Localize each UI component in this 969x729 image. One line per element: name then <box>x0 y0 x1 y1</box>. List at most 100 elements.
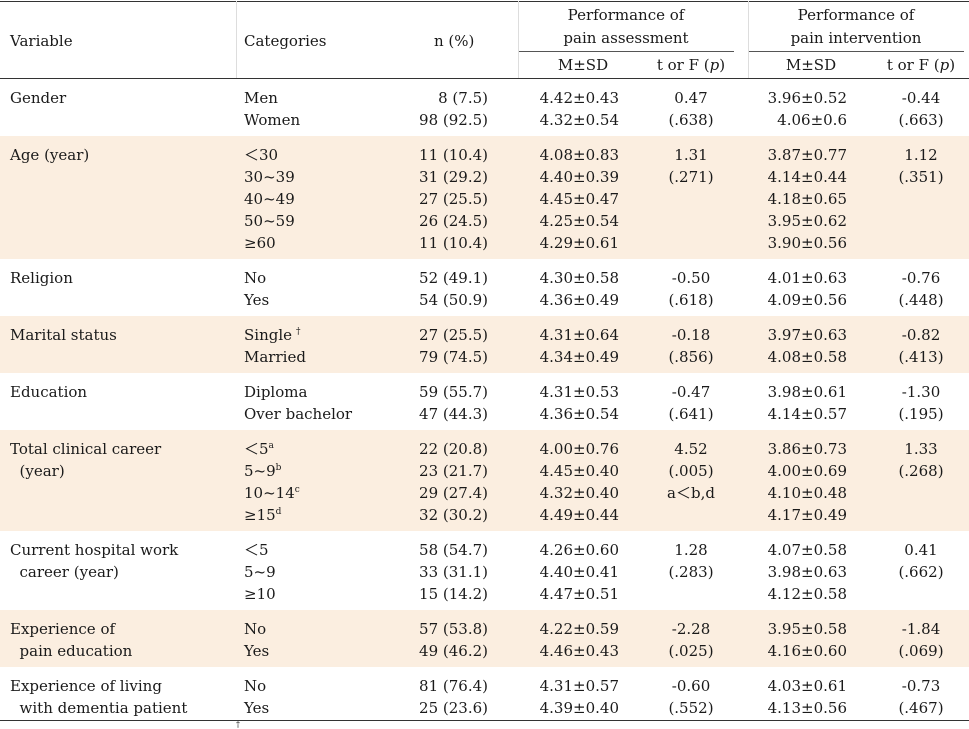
cell-assessment-msd-column: 4.31±0.53 4.36±0.54 <box>520 381 648 425</box>
cell-intervention-tf-column: 1.33 (.268) <box>874 438 968 482</box>
cell-n-percent: 81 (76.4) <box>400 675 488 697</box>
cell-assessment-msd: 4.00±0.76 <box>520 438 619 460</box>
cell-category-text: ＜30 <box>244 146 279 164</box>
cell-category-column: No Yes <box>244 675 414 719</box>
cell-category-text: No <box>244 620 267 638</box>
cell-assessment-tf: -0.47 <box>648 381 734 403</box>
cell-intervention-msd: 4.09±0.56 <box>748 289 847 311</box>
cell-category: Women <box>244 109 414 131</box>
cell-category: Single † <box>244 324 414 346</box>
cell-variable-text: career (year) <box>10 563 119 581</box>
cell-intervention-msd-text: 4.07±0.58 <box>767 541 847 559</box>
table-group: Experience of pain education No Yes 57 (53.… <box>0 610 969 667</box>
cell-intervention-tf-text: (.663) <box>898 111 944 129</box>
cell-assessment-msd: 4.42±0.43 <box>520 87 619 109</box>
cell-n-percent: 25 (23.6) <box>400 697 488 719</box>
cell-assessment-msd: 4.36±0.49 <box>520 289 619 311</box>
cell-variable-text: Experience of <box>10 620 116 638</box>
cell-category: Yes <box>244 289 414 311</box>
cell-assessment-tf: (.856) <box>648 346 734 368</box>
cell-category-text: No <box>244 269 267 287</box>
cell-n-percent-text: 49 (46.2) <box>419 642 488 660</box>
cell-variable-column: Current hospital work career (year) <box>10 539 230 583</box>
cell-assessment-tf-text: (.552) <box>668 699 714 717</box>
cell-assessment-tf-text: a＜b,d <box>667 484 715 502</box>
header-n-percent: n (%) <box>434 32 475 50</box>
cell-variable-text: (year) <box>10 462 65 480</box>
cell-assessment-msd: 4.49±0.44 <box>520 504 619 526</box>
table-top-rule <box>0 1 969 2</box>
cell-assessment-tf: (.005) <box>648 460 734 482</box>
cell-n-percent: 8 (7.5) <box>400 87 488 109</box>
cell-intervention-tf: (.448) <box>874 289 968 311</box>
cell-n-percent: 27 (25.5) <box>400 324 488 346</box>
cell-category: Over bachelor <box>244 403 414 425</box>
cell-intervention-msd-column: 3.98±0.61 4.14±0.57 <box>748 381 874 425</box>
cell-n-percent-text: 8 (7.5) <box>438 89 488 107</box>
cell-n-percent-text: 29 (27.4) <box>419 484 488 502</box>
cell-n-percent: 27 (25.5) <box>400 188 488 210</box>
cell-assessment-msd-column: 4.26±0.60 4.40±0.41 4.47±0.51 <box>520 539 648 605</box>
cell-assessment-msd-column: 4.00±0.76 4.45±0.40 4.32±0.40 4.49±0.44 <box>520 438 648 526</box>
cell-intervention-msd: 3.87±0.77 <box>748 144 847 166</box>
cell-category-text: Yes <box>244 291 270 309</box>
cell-n-percent-text: 27 (25.5) <box>419 190 488 208</box>
cell-intervention-msd: 4.10±0.48 <box>748 482 847 504</box>
cell-intervention-msd-column: 3.86±0.73 4.00±0.69 4.10±0.48 4.17±0.49 <box>748 438 874 526</box>
cell-intervention-msd: 3.98±0.63 <box>748 561 847 583</box>
cell-n-percent-text: 54 (50.9) <box>419 291 488 309</box>
cell-variable: (year) <box>10 460 230 482</box>
footnote-mark: † <box>236 720 240 729</box>
cell-variable: Religion <box>10 267 230 289</box>
cell-intervention-msd: 3.96±0.52 <box>748 87 847 109</box>
cell-assessment-tf-column: 1.31 (.271) <box>648 144 734 188</box>
table-group: Age (year) ＜30 30~39 40~49 50~59 ≥60 11 (10.4)… <box>0 136 969 259</box>
cell-variable-column: Experience of living with dementia patie… <box>10 675 230 719</box>
cell-n-percent-column: 58 (54.7) 33 (31.1) 15 (14.2) <box>400 539 488 605</box>
cell-assessment-tf-text: -0.60 <box>671 677 711 695</box>
cell-category-text: Over bachelor <box>244 405 353 423</box>
cell-intervention-tf-text: (.467) <box>898 699 944 717</box>
cell-assessment-msd-text: 4.49±0.44 <box>539 506 619 524</box>
cell-intervention-tf-column: -1.84 (.069) <box>874 618 968 662</box>
cell-assessment-tf: 4.52 <box>648 438 734 460</box>
cell-intervention-tf: -0.76 <box>874 267 968 289</box>
cell-category-text: 10~14 <box>244 484 295 502</box>
cell-intervention-tf: 0.41 <box>874 539 968 561</box>
cell-assessment-msd-column: 4.31±0.64 4.34±0.49 <box>520 324 648 368</box>
cell-assessment-tf: -0.60 <box>648 675 734 697</box>
cell-n-percent-text: 26 (24.5) <box>419 212 488 230</box>
cell-assessment-tf-column: -0.47 (.641) <box>648 381 734 425</box>
cell-assessment-msd-text: 4.00±0.76 <box>539 440 619 458</box>
cell-variable: Gender <box>10 87 230 109</box>
cell-assessment-tf-column: -0.50 (.618) <box>648 267 734 311</box>
cell-intervention-tf-text: (.268) <box>898 462 944 480</box>
cell-intervention-msd: 3.97±0.63 <box>748 324 847 346</box>
table-group: Gender Men Women 8 (7.5) 98 (92.5) 4.42±0.43 4… <box>0 79 969 136</box>
cell-n-percent: 57 (53.8) <box>400 618 488 640</box>
cell-n-percent-column: 52 (49.1) 54 (50.9) <box>400 267 488 311</box>
cell-intervention-msd-text: 4.10±0.48 <box>767 484 847 502</box>
table-group: Marital status Single † Married 27 (25.5) 79 … <box>0 316 969 373</box>
cell-intervention-msd-column: 4.01±0.63 4.09±0.56 <box>748 267 874 311</box>
cell-intervention-msd-text: 4.17±0.49 <box>767 506 847 524</box>
cell-assessment-msd-text: 4.30±0.58 <box>539 269 619 287</box>
cell-category: 40~49 <box>244 188 414 210</box>
cell-n-percent: 47 (44.3) <box>400 403 488 425</box>
header-intervention-tf: t or F (p) <box>886 56 956 74</box>
cell-assessment-tf: (.283) <box>648 561 734 583</box>
cell-category-column: Diploma Over bachelor <box>244 381 414 425</box>
cell-intervention-msd-text: 4.13±0.56 <box>767 699 847 717</box>
cell-intervention-msd-text: 3.87±0.77 <box>767 146 847 164</box>
cell-variable-text: pain education <box>10 642 133 660</box>
header-divider <box>518 1 519 79</box>
cell-intervention-msd-text: 4.14±0.57 <box>767 405 847 423</box>
cell-variable-column: Marital status <box>10 324 230 346</box>
cell-variable-text: Education <box>10 383 88 401</box>
cell-intervention-msd-column: 3.95±0.58 4.16±0.60 <box>748 618 874 662</box>
cell-category-text: ＜5 <box>244 440 269 458</box>
cell-assessment-msd: 4.22±0.59 <box>520 618 619 640</box>
cell-variable: Experience of living <box>10 675 230 697</box>
cell-variable: career (year) <box>10 561 230 583</box>
cell-assessment-msd: 4.30±0.58 <box>520 267 619 289</box>
